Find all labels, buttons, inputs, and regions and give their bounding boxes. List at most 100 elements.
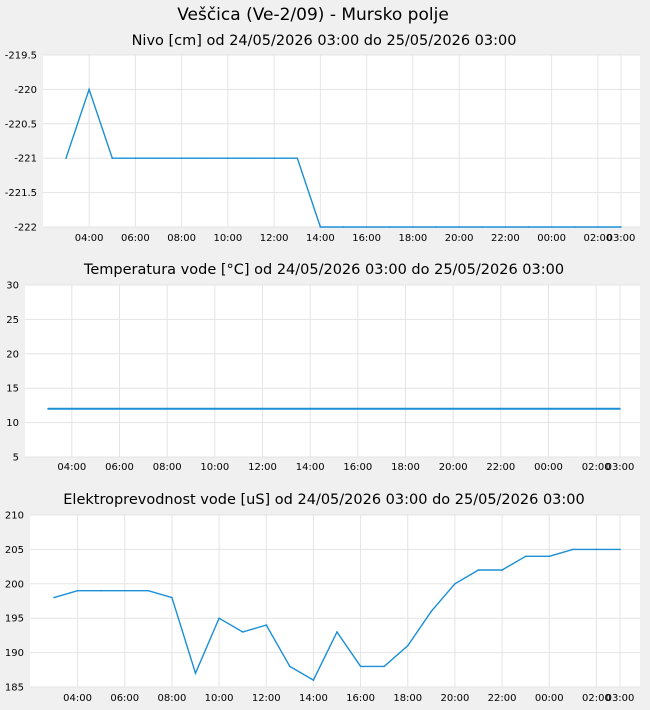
x-tick-label: 03:00 — [606, 693, 635, 704]
data-point — [312, 679, 315, 681]
x-tick-label: 14:00 — [299, 693, 328, 704]
data-point — [619, 548, 621, 551]
data-point — [454, 583, 456, 585]
y-tick-label: 10 — [6, 418, 19, 429]
plot-area — [30, 515, 640, 687]
data-point — [203, 157, 206, 159]
data-point — [65, 157, 67, 159]
data-point — [47, 408, 49, 410]
x-tick-label: 20:00 — [441, 693, 470, 704]
x-tick-label: 04:00 — [57, 462, 86, 473]
chart-title: Nivo [cm] od 24/05/2026 03:00 do 25/05/2… — [132, 33, 517, 49]
data-point — [241, 631, 244, 633]
data-point — [572, 548, 574, 551]
x-tick-label: 03:00 — [606, 462, 635, 473]
x-tick-label: 00:00 — [535, 693, 564, 704]
y-tick-label: -221 — [14, 154, 37, 165]
x-tick-label: 10:00 — [205, 693, 234, 704]
y-tick-label: -220 — [14, 85, 37, 96]
x-tick-label: 12:00 — [260, 233, 289, 244]
data-point — [76, 589, 79, 592]
x-tick-label: 20:00 — [445, 233, 474, 244]
data-point — [477, 569, 480, 571]
x-tick-label: 18:00 — [398, 233, 427, 244]
data-point — [265, 624, 268, 626]
chart-panel-1: Nivo [cm] od 24/05/2026 03:00 do 25/05/2… — [5, 33, 640, 244]
data-point — [527, 226, 530, 228]
chart-panel-2: Temperatura vode [°C] od 24/05/2026 03:0… — [6, 262, 640, 473]
plot-area — [43, 55, 640, 227]
data-point — [597, 226, 599, 228]
x-tick-label: 04:00 — [75, 233, 104, 244]
data-point — [342, 226, 345, 228]
data-point — [458, 226, 460, 228]
data-point — [383, 665, 385, 668]
data-point — [134, 157, 137, 159]
data-point — [296, 157, 299, 159]
chart-title: Elektroprevodnost vode [uS] od 24/05/202… — [63, 492, 584, 508]
data-point — [359, 665, 362, 668]
data-point — [53, 596, 55, 599]
data-point — [501, 569, 503, 571]
x-tick-label: 03:00 — [607, 233, 636, 244]
x-tick-label: 02:00 — [582, 462, 611, 473]
data-point — [111, 157, 114, 159]
x-tick-label: 10:00 — [200, 462, 229, 473]
x-tick-label: 06:00 — [110, 693, 139, 704]
y-tick-label: 195 — [5, 614, 24, 625]
x-tick-label: 08:00 — [153, 462, 182, 473]
data-point — [123, 589, 126, 592]
data-point — [218, 617, 220, 619]
x-tick-label: 06:00 — [121, 233, 150, 244]
y-tick-label: 190 — [5, 648, 24, 659]
x-tick-label: 10:00 — [213, 233, 242, 244]
x-tick-label: 16:00 — [352, 233, 381, 244]
data-point — [573, 226, 576, 228]
x-tick-label: 16:00 — [346, 693, 375, 704]
x-tick-label: 08:00 — [158, 693, 187, 704]
data-point — [273, 157, 275, 159]
data-point — [524, 555, 527, 558]
data-point — [595, 548, 598, 551]
x-tick-label: 02:00 — [583, 233, 612, 244]
y-tick-label: 25 — [6, 315, 19, 326]
x-tick-label: 22:00 — [491, 233, 520, 244]
data-point — [180, 157, 183, 159]
y-tick-label: 5 — [13, 453, 19, 464]
data-point — [227, 157, 229, 159]
y-tick-label: 15 — [6, 384, 19, 395]
data-point — [319, 226, 322, 228]
data-point — [88, 88, 90, 91]
page-title: Veščica (Ve-2/09) - Mursko polje — [177, 5, 449, 25]
y-tick-label: 30 — [6, 281, 19, 292]
data-point — [548, 555, 551, 558]
y-tick-label: 200 — [5, 579, 24, 590]
y-tick-label: -221.5 — [5, 188, 37, 199]
data-point — [336, 631, 338, 633]
x-tick-label: 12:00 — [248, 462, 277, 473]
data-point — [550, 226, 553, 228]
x-tick-label: 22:00 — [488, 693, 517, 704]
data-point — [250, 157, 252, 159]
plot-area — [25, 285, 640, 457]
chart-panel-3: Elektroprevodnost vode [uS] od 24/05/202… — [5, 492, 640, 704]
x-tick-label: 16:00 — [343, 462, 372, 473]
y-tick-label: -220.5 — [5, 119, 37, 130]
data-point — [435, 226, 437, 228]
y-tick-label: -219.5 — [5, 51, 37, 62]
data-point — [481, 226, 484, 228]
data-point — [388, 226, 391, 228]
x-tick-label: 08:00 — [167, 233, 196, 244]
x-tick-label: 20:00 — [439, 462, 468, 473]
y-tick-label: 185 — [5, 683, 24, 694]
data-point — [194, 672, 197, 675]
data-point — [619, 408, 621, 410]
y-tick-label: 205 — [5, 545, 24, 556]
chart-title: Temperatura vode [°C] od 24/05/2026 03:0… — [83, 262, 564, 278]
data-point — [412, 226, 414, 228]
data-point — [406, 644, 409, 647]
x-tick-label: 00:00 — [537, 233, 566, 244]
data-point — [289, 665, 291, 668]
